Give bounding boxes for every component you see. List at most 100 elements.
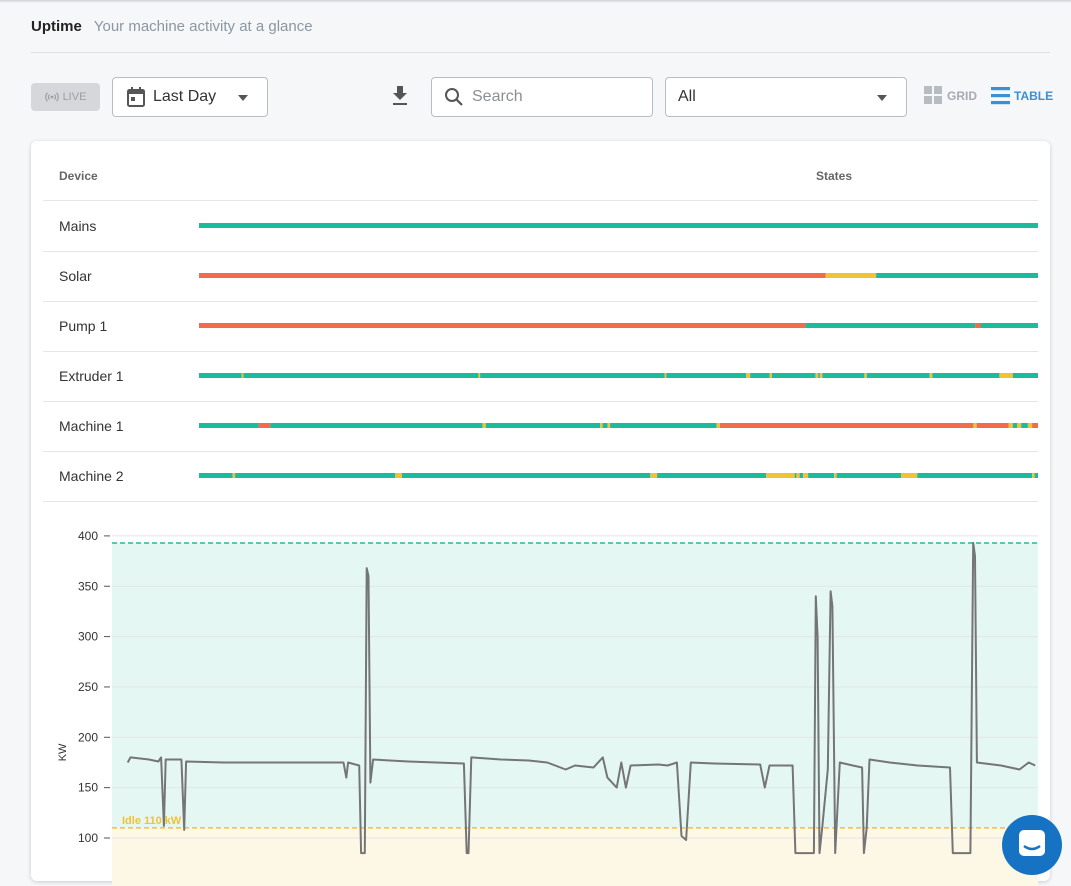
state-segment	[199, 373, 242, 378]
chevron-down-icon	[238, 95, 248, 101]
table-row[interactable]: Pump 1	[43, 301, 1038, 352]
period-select[interactable]: Last Day	[112, 77, 268, 117]
table-row[interactable]: Machine 1	[43, 401, 1038, 452]
broadcast-icon	[44, 92, 59, 102]
state-segment	[1034, 473, 1038, 478]
state-segment	[402, 473, 651, 478]
state-segment	[825, 273, 876, 278]
download-icon[interactable]	[391, 86, 409, 106]
state-segment	[822, 373, 865, 378]
device-name: Mains	[59, 218, 97, 234]
state-segment	[772, 373, 816, 378]
state-segment	[232, 473, 236, 478]
state-segment	[600, 423, 603, 428]
filter-select[interactable]: All	[665, 77, 907, 117]
top-shadow	[0, 0, 1071, 3]
state-segment	[929, 373, 933, 378]
state-segment	[803, 473, 809, 478]
grid-label: GRID	[947, 88, 977, 103]
tick-label: 150	[78, 781, 98, 795]
state-segment	[241, 373, 244, 378]
y-axis-label: KW	[57, 743, 69, 761]
state-timeline[interactable]	[199, 423, 1038, 428]
search-icon	[445, 88, 463, 106]
state-segment	[657, 473, 767, 478]
state-segment	[932, 373, 1000, 378]
state-timeline[interactable]	[199, 273, 1038, 278]
state-segment	[716, 423, 721, 428]
page-header: Uptime Your machine activity at a glance	[31, 18, 313, 38]
device-name: Pump 1	[59, 318, 108, 334]
search-input[interactable]	[470, 87, 644, 107]
chat-icon	[1019, 830, 1045, 856]
state-segment	[805, 323, 976, 328]
state-segment	[485, 423, 600, 428]
state-segment	[1032, 473, 1035, 478]
state-segment	[819, 373, 823, 378]
state-segment	[720, 423, 974, 428]
state-segment	[769, 373, 772, 378]
state-segment	[607, 423, 611, 428]
live-button[interactable]: LIVE	[31, 83, 100, 111]
state-segment	[834, 473, 837, 478]
state-segment	[818, 373, 820, 378]
state-timeline[interactable]	[199, 373, 1038, 378]
state-timeline[interactable]	[199, 323, 1038, 328]
table-view-button[interactable]: TABLE	[991, 86, 1053, 105]
state-segment	[866, 373, 930, 378]
state-segment	[1012, 423, 1017, 428]
state-segment	[199, 223, 1038, 228]
state-segment	[602, 423, 608, 428]
period-value: Last Day	[153, 88, 217, 105]
device-name: Machine 2	[59, 468, 124, 484]
state-segment	[975, 323, 981, 328]
state-segment	[395, 473, 402, 478]
grid-view-button[interactable]: GRID	[924, 86, 977, 105]
device-name: Solar	[59, 268, 92, 284]
state-segment	[796, 473, 800, 478]
calendar-icon	[127, 87, 145, 107]
state-segment	[917, 473, 1033, 478]
table-row[interactable]: Solar	[43, 251, 1038, 302]
table-row[interactable]: Mains	[43, 201, 1038, 252]
state-segment	[664, 373, 667, 378]
header-divider	[31, 52, 1050, 53]
state-segment	[1021, 423, 1028, 428]
state-timeline[interactable]	[199, 473, 1038, 478]
state-segment	[836, 473, 902, 478]
column-states: States	[816, 169, 853, 183]
table-row[interactable]: Extruder 1	[43, 351, 1038, 402]
running-zone	[112, 542, 1038, 828]
state-segment	[666, 373, 746, 378]
state-segment	[270, 423, 483, 428]
state-segment	[1012, 373, 1038, 378]
tick-label: 300	[78, 630, 98, 644]
grid-icon	[924, 86, 942, 104]
chevron-down-icon	[877, 95, 887, 101]
live-label: LIVE	[62, 91, 87, 103]
state-segment	[243, 373, 479, 378]
power-series-line	[126, 541, 1036, 855]
state-segment	[199, 473, 233, 478]
state-segment	[1032, 423, 1038, 428]
state-segment	[750, 373, 770, 378]
state-segment	[815, 373, 819, 378]
tick-label: 350	[78, 579, 98, 593]
state-segment	[610, 423, 717, 428]
search-box[interactable]	[431, 77, 653, 117]
uptime-card: Device States Mains Solar Pump 1 Extruder 1…	[31, 141, 1050, 886]
state-segment	[1027, 423, 1033, 428]
table-label: TABLE	[1014, 88, 1054, 103]
power-chart: 100 150 200 250 300 350 400 KW Idle 110 kW	[57, 529, 1038, 886]
state-segment	[1008, 423, 1013, 428]
device-name: Extruder 1	[59, 368, 124, 384]
state-segment	[766, 473, 795, 478]
table-row[interactable]: Machine 2	[43, 451, 1038, 502]
state-segment	[976, 423, 1009, 428]
state-timeline[interactable]	[199, 223, 1038, 228]
table-header: Device States	[43, 141, 1038, 201]
state-segment	[480, 373, 665, 378]
chat-button[interactable]	[1002, 815, 1062, 875]
state-segment	[746, 373, 751, 378]
list-icon	[991, 87, 1010, 105]
